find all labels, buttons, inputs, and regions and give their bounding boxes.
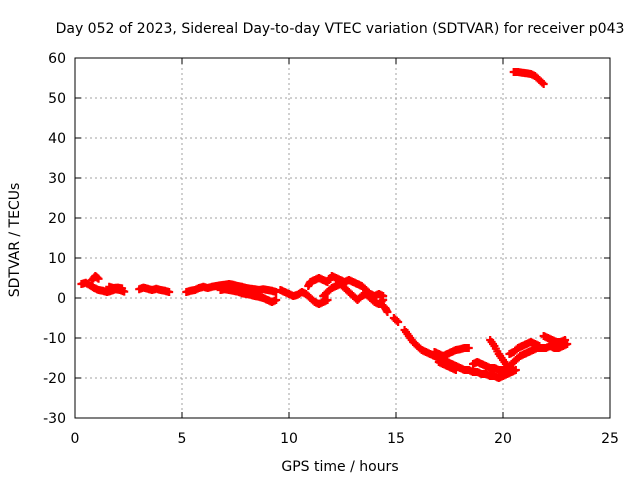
- data-point: [94, 274, 103, 283]
- data-segment: [486, 336, 516, 372]
- y-tick-label: 60: [48, 51, 66, 67]
- x-tick-label: 25: [601, 431, 619, 447]
- data-segment: [389, 314, 403, 326]
- y-tick-label: 40: [48, 131, 66, 147]
- data-point: [394, 318, 403, 326]
- data-point: [392, 316, 401, 325]
- axis-ticks: 0 5 10 15 20 25 -30 -20 -10 0 10 20 30 40 50 60: [43, 51, 619, 447]
- data-segment: [182, 280, 281, 296]
- data-points: [77, 68, 572, 382]
- y-tick-label: 10: [48, 251, 66, 267]
- data-segment: [539, 332, 570, 346]
- data-point: [272, 296, 281, 304]
- data-point: [118, 284, 127, 293]
- data-segment: [216, 285, 281, 306]
- data-point: [451, 366, 460, 374]
- data-point: [464, 344, 473, 352]
- data-segment: [434, 358, 460, 374]
- data-point: [535, 342, 544, 350]
- grid-lines: [75, 58, 610, 418]
- y-tick-label: -30: [43, 411, 66, 427]
- chart-title: Day 052 of 2023, Sidereal Day-to-day VTE…: [56, 21, 625, 37]
- data-segment: [276, 286, 332, 308]
- data-point: [323, 296, 332, 304]
- x-tick-label: 5: [178, 431, 187, 447]
- data-segment: [377, 300, 392, 316]
- y-tick-label: -10: [43, 331, 66, 347]
- y-tick-label: 20: [48, 211, 66, 227]
- y-tick-label: 30: [48, 171, 66, 187]
- y-tick-label: 0: [57, 291, 66, 307]
- y-axis-label: SDTVAR / TECUs: [7, 183, 23, 298]
- data-point: [165, 288, 174, 296]
- data-segment: [88, 272, 103, 284]
- data-point: [511, 366, 520, 374]
- x-tick-label: 10: [280, 431, 298, 447]
- data-point: [538, 78, 547, 87]
- data-point: [507, 364, 516, 372]
- data-segment: [430, 344, 473, 360]
- data-segment: [135, 283, 174, 296]
- x-axis-label: GPS time / hours: [281, 459, 398, 475]
- x-tick-label: 20: [494, 431, 512, 447]
- y-tick-label: 50: [48, 91, 66, 107]
- data-point: [383, 308, 392, 316]
- data-segment: [469, 340, 572, 374]
- y-tick-label: -20: [43, 371, 66, 387]
- data-segment: [105, 282, 127, 293]
- x-tick-label: 0: [71, 431, 80, 447]
- plot-frame: [74, 57, 611, 419]
- x-tick-label: 15: [387, 431, 405, 447]
- data-segment: [509, 68, 548, 88]
- data-point: [272, 288, 281, 296]
- data-point: [539, 80, 548, 88]
- data-point: [561, 336, 570, 344]
- data-segment: [505, 338, 544, 358]
